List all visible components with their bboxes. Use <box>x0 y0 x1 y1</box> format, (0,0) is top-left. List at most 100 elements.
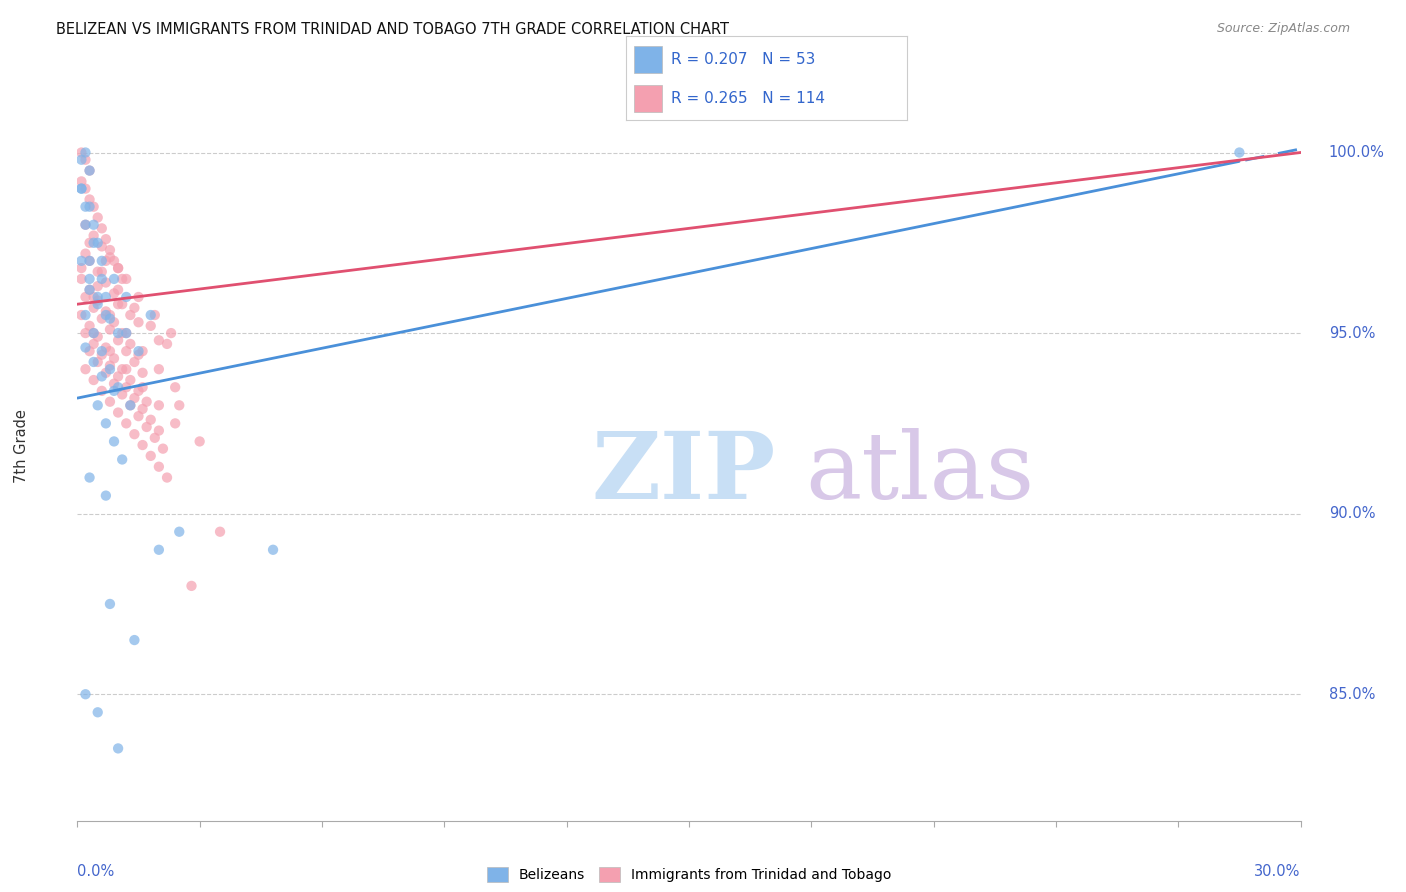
Point <box>107 261 129 276</box>
Point <box>87 706 110 720</box>
Point <box>107 326 129 340</box>
Point <box>75 218 97 232</box>
Text: 7th Grade: 7th Grade <box>14 409 28 483</box>
Point <box>79 283 101 297</box>
Point <box>107 283 129 297</box>
Point <box>70 174 93 188</box>
Point <box>83 301 105 315</box>
Point <box>127 409 149 424</box>
Point <box>79 318 101 333</box>
Point <box>98 362 121 376</box>
Point <box>103 286 125 301</box>
Point <box>103 384 125 398</box>
Point <box>120 398 142 412</box>
Point <box>127 290 149 304</box>
Point <box>94 489 117 503</box>
Point <box>79 344 101 359</box>
Point <box>1229 145 1251 160</box>
FancyBboxPatch shape <box>634 85 662 112</box>
Text: R = 0.265   N = 114: R = 0.265 N = 114 <box>671 91 825 106</box>
Point <box>83 290 105 304</box>
Point <box>75 181 97 195</box>
Text: 85.0%: 85.0% <box>1329 687 1375 702</box>
Text: ZIP: ZIP <box>591 427 775 517</box>
Point <box>148 398 170 412</box>
Point <box>111 326 134 340</box>
Point <box>79 272 101 286</box>
Point <box>75 153 97 167</box>
Point <box>98 344 121 359</box>
Point <box>70 261 93 276</box>
Text: R = 0.207   N = 53: R = 0.207 N = 53 <box>671 52 815 67</box>
Point <box>115 417 138 431</box>
Point <box>87 211 110 225</box>
Point <box>148 542 170 557</box>
Point <box>156 470 179 484</box>
Point <box>94 308 117 322</box>
Point <box>143 431 166 445</box>
Point <box>111 362 134 376</box>
Point <box>83 228 105 243</box>
Point <box>83 337 105 351</box>
Point <box>94 253 117 268</box>
Point <box>75 687 97 701</box>
Point <box>120 373 142 387</box>
Point <box>135 420 157 434</box>
Point <box>70 308 93 322</box>
Point <box>103 351 125 366</box>
Point <box>94 290 117 304</box>
Point <box>75 341 97 355</box>
Point <box>90 239 112 253</box>
Point <box>75 308 97 322</box>
Point <box>107 261 129 276</box>
Point <box>79 163 101 178</box>
Point <box>79 253 101 268</box>
Point <box>152 442 174 456</box>
Point <box>83 200 105 214</box>
Point <box>90 384 112 398</box>
Point <box>165 417 187 431</box>
Text: 95.0%: 95.0% <box>1329 326 1375 341</box>
Point <box>94 417 117 431</box>
Point <box>131 366 153 380</box>
Point <box>131 380 153 394</box>
Point <box>148 362 170 376</box>
Legend: Belizeans, Immigrants from Trinidad and Tobago: Belizeans, Immigrants from Trinidad and … <box>481 862 897 888</box>
Point <box>90 311 112 326</box>
Point <box>94 232 117 246</box>
Point <box>107 741 129 756</box>
Point <box>90 369 112 384</box>
Point <box>115 326 138 340</box>
Point <box>124 427 146 442</box>
Point <box>70 181 93 195</box>
Text: 0.0%: 0.0% <box>77 864 114 879</box>
Point <box>107 380 129 394</box>
Point <box>90 265 112 279</box>
Point <box>87 265 110 279</box>
Point <box>87 293 110 308</box>
Point <box>131 401 153 416</box>
Point <box>79 235 101 250</box>
Point <box>90 344 112 359</box>
Point <box>262 542 284 557</box>
Point <box>87 297 110 311</box>
Point <box>139 413 162 427</box>
Point <box>115 326 138 340</box>
Point <box>87 355 110 369</box>
Point <box>103 272 125 286</box>
Point <box>115 290 138 304</box>
Point <box>79 193 101 207</box>
Point <box>94 341 117 355</box>
Point <box>115 272 138 286</box>
Point <box>124 301 146 315</box>
Point <box>115 362 138 376</box>
Point <box>79 253 101 268</box>
Point <box>70 272 93 286</box>
Point <box>115 380 138 394</box>
Text: 90.0%: 90.0% <box>1329 506 1375 521</box>
Point <box>124 391 146 405</box>
Point <box>98 250 121 264</box>
Point <box>75 246 97 260</box>
Point <box>70 153 93 167</box>
Point <box>83 326 105 340</box>
